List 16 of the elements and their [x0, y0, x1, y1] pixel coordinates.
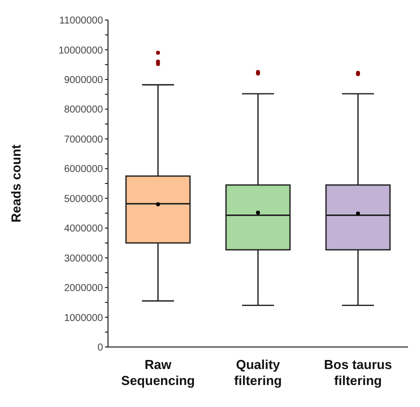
x-tick-label: Raw Sequencing — [121, 357, 195, 388]
y-tick-label: 0 — [97, 342, 104, 354]
y-tick-label: 7000000 — [64, 134, 104, 146]
y-tick-label: 11000000 — [59, 16, 104, 27]
x-tick-label: Quality filtering — [234, 357, 282, 388]
x-tick-label: Bos taurus filtering — [324, 357, 392, 388]
y-tick-label: 8000000 — [64, 104, 104, 116]
y-axis-title: Reads count — [8, 144, 24, 223]
y-tick-label: 4000000 — [64, 224, 104, 235]
y-tick-label: 3000000 — [64, 253, 104, 264]
y-tick-label: 1000000 — [64, 312, 104, 324]
y-tick-label: 6000000 — [64, 164, 104, 176]
y-tick-label: 5000000 — [64, 194, 104, 205]
y-tick-label: 9000000 — [64, 75, 104, 86]
y-tick-label: 10000000 — [58, 45, 104, 56]
y-tick-label: 2000000 — [64, 283, 104, 294]
